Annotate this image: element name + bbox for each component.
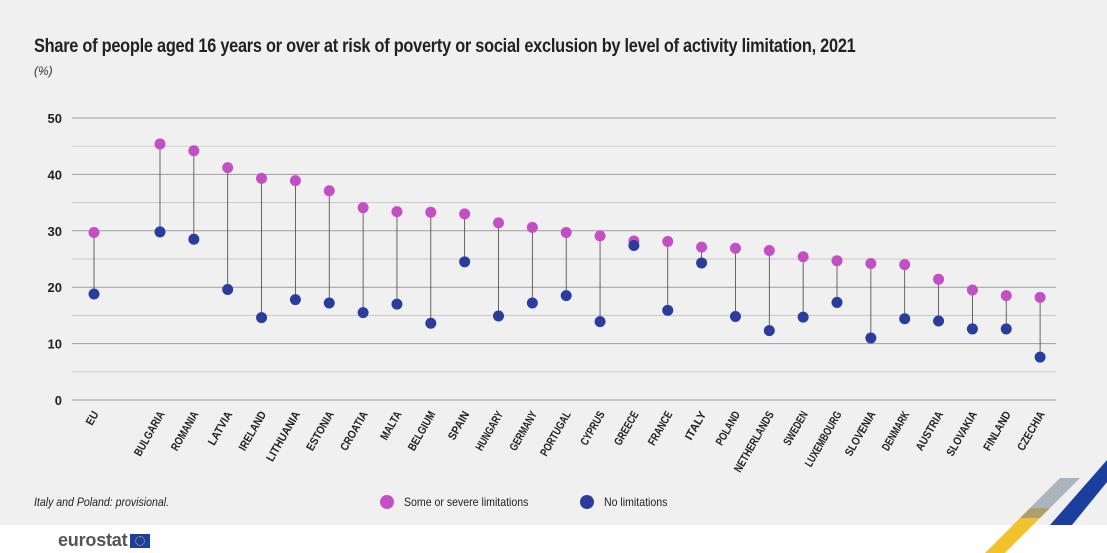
point-some-or-severe-portugal bbox=[560, 226, 572, 238]
point-some-or-severe-france bbox=[662, 236, 674, 248]
footnote: Italy and Poland: provisional. bbox=[34, 495, 170, 509]
y-tick-label: 50 bbox=[48, 111, 62, 126]
point-some-or-severe-poland bbox=[729, 242, 741, 254]
point-some-or-severe-cyprus bbox=[594, 230, 606, 242]
point-some-or-severe-romania bbox=[188, 145, 200, 157]
legend-item-some-or-severe: Some or severe limitations bbox=[380, 495, 545, 509]
y-tick-label: 30 bbox=[48, 224, 62, 239]
point-no-limitations-belgium bbox=[425, 317, 437, 329]
point-some-or-severe-estonia bbox=[323, 185, 335, 197]
y-tick-label: 0 bbox=[55, 393, 62, 408]
point-some-or-severe-ireland bbox=[256, 172, 268, 184]
point-no-limitations-sweden bbox=[797, 311, 809, 323]
point-no-limitations-france bbox=[662, 304, 674, 316]
point-some-or-severe-belgium bbox=[425, 206, 437, 218]
point-some-or-severe-germany bbox=[526, 221, 538, 233]
point-no-limitations-eu bbox=[88, 288, 100, 300]
point-some-or-severe-austria bbox=[933, 273, 945, 285]
point-some-or-severe-hungary bbox=[493, 217, 504, 229]
point-no-limitations-estonia bbox=[323, 297, 335, 309]
eu-flag-icon bbox=[130, 533, 151, 548]
eurostat-logo: eurostat bbox=[58, 530, 151, 551]
chart-unit: (%) bbox=[34, 64, 53, 78]
point-some-or-severe-latvia bbox=[222, 162, 234, 174]
point-no-limitations-germany bbox=[526, 297, 538, 309]
point-no-limitations-spain bbox=[459, 256, 471, 268]
point-no-limitations-finland bbox=[1000, 323, 1012, 335]
point-some-or-severe-finland bbox=[1000, 290, 1012, 302]
legend-item-no-limitations: No limitations bbox=[580, 495, 676, 509]
point-some-or-severe-eu bbox=[88, 226, 100, 238]
legend-marker-no-limitations bbox=[580, 495, 594, 509]
point-no-limitations-poland bbox=[729, 311, 741, 323]
y-tick-label: 40 bbox=[48, 167, 62, 182]
legend-label-no-limitations: No limitations bbox=[604, 495, 668, 509]
point-no-limitations-slovakia bbox=[966, 323, 978, 335]
point-no-limitations-denmark bbox=[899, 313, 911, 325]
chart-title: Share of people aged 16 years or over at… bbox=[34, 36, 856, 57]
point-some-or-severe-croatia bbox=[357, 202, 369, 214]
legend-marker-some-or-severe bbox=[380, 495, 394, 509]
point-no-limitations-malta bbox=[391, 298, 403, 310]
y-tick-label: 20 bbox=[48, 280, 62, 295]
chart-panel bbox=[0, 0, 1107, 525]
point-no-limitations-portugal bbox=[560, 290, 572, 302]
point-no-limitations-bulgaria bbox=[154, 226, 166, 238]
point-some-or-severe-bulgaria bbox=[154, 138, 166, 150]
point-no-limitations-latvia bbox=[222, 283, 234, 295]
y-tick-label: 10 bbox=[48, 337, 62, 352]
legend-label-some-or-severe: Some or severe limitations bbox=[404, 495, 529, 509]
point-some-or-severe-slovakia bbox=[966, 284, 978, 296]
point-some-or-severe-netherlands bbox=[763, 245, 775, 257]
point-some-or-severe-spain bbox=[459, 208, 471, 220]
point-no-limitations-ireland bbox=[256, 312, 268, 324]
point-some-or-severe-luxembourg bbox=[831, 255, 843, 267]
point-no-limitations-czechia bbox=[1034, 351, 1046, 363]
point-some-or-severe-czechia bbox=[1034, 291, 1046, 303]
point-some-or-severe-denmark bbox=[899, 259, 911, 271]
point-no-limitations-greece bbox=[628, 239, 640, 251]
point-no-limitations-cyprus bbox=[594, 316, 606, 328]
point-no-limitations-slovenia bbox=[865, 332, 877, 344]
point-no-limitations-italy bbox=[696, 257, 708, 269]
point-no-limitations-hungary bbox=[493, 310, 504, 322]
point-no-limitations-luxembourg bbox=[831, 296, 843, 308]
point-some-or-severe-slovenia bbox=[865, 258, 877, 270]
point-no-limitations-netherlands bbox=[763, 325, 775, 337]
point-some-or-severe-sweden bbox=[797, 251, 809, 263]
point-some-or-severe-malta bbox=[391, 206, 403, 218]
point-no-limitations-austria bbox=[933, 315, 945, 327]
point-no-limitations-lithuania bbox=[289, 294, 301, 306]
logo-text: eurostat bbox=[58, 530, 128, 550]
point-no-limitations-romania bbox=[188, 233, 200, 245]
point-some-or-severe-italy bbox=[696, 241, 708, 253]
point-some-or-severe-lithuania bbox=[289, 175, 301, 187]
point-no-limitations-croatia bbox=[357, 307, 369, 319]
